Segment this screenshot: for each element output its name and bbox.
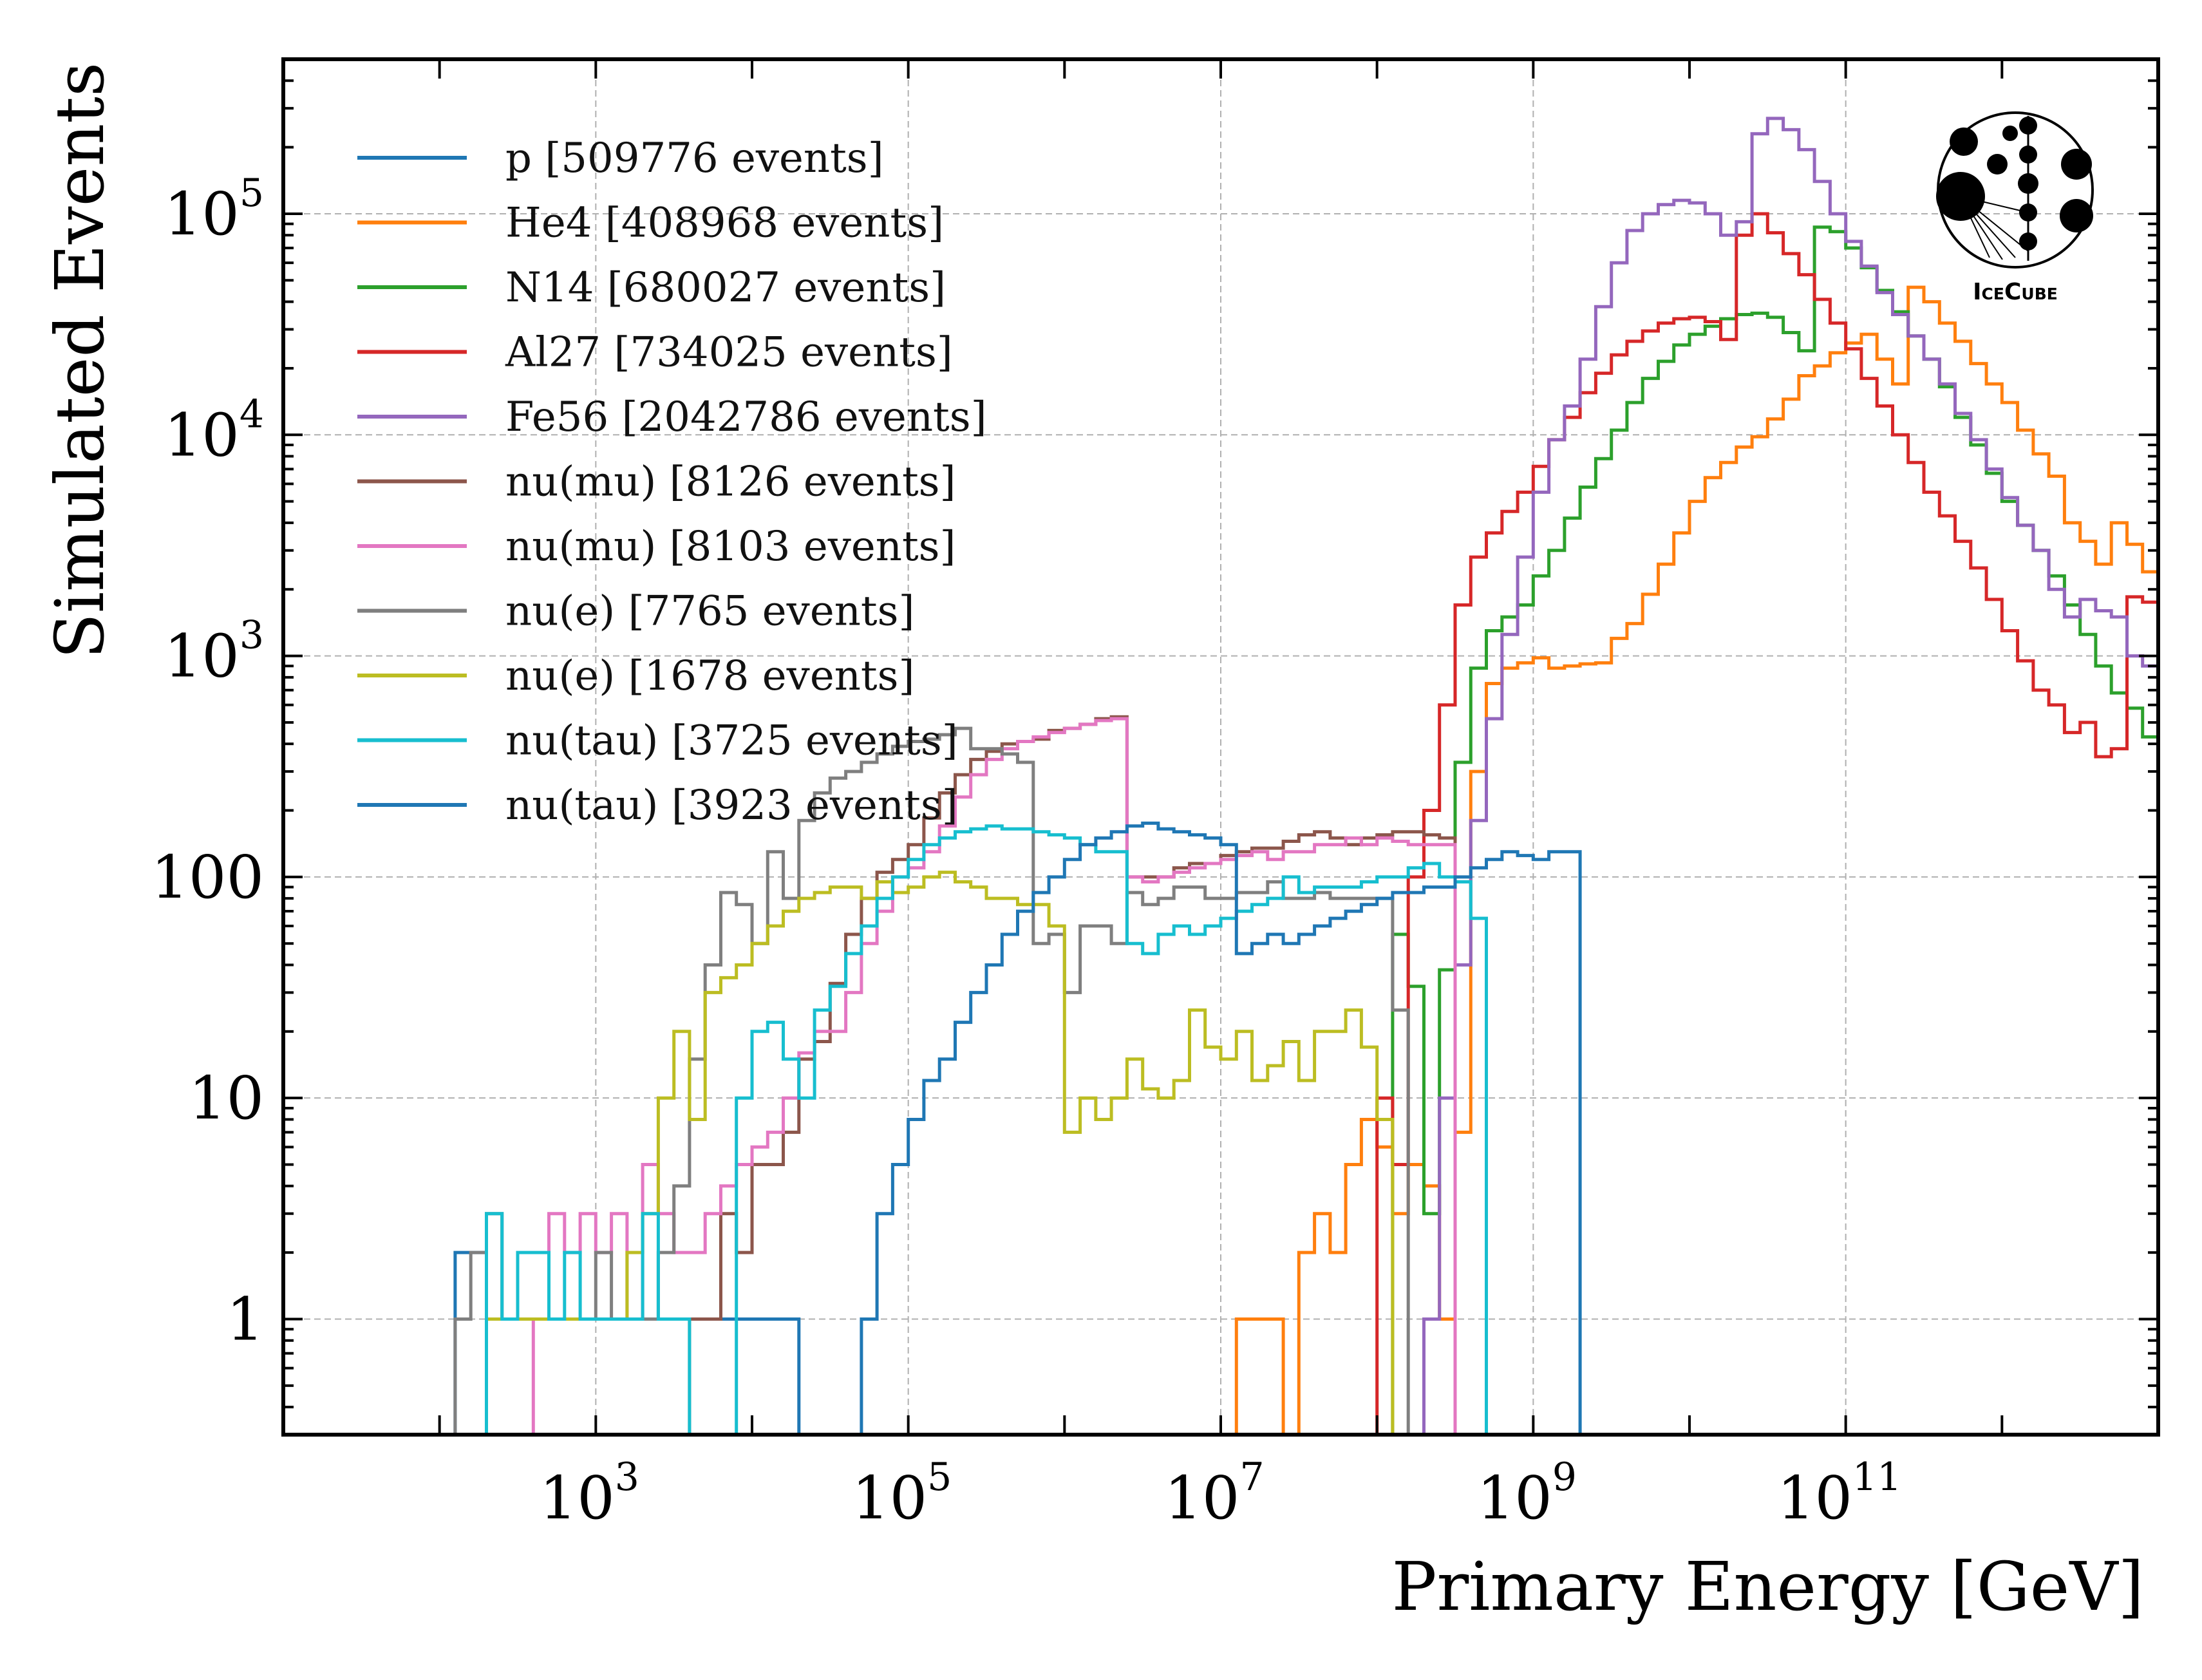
y-tick-label-1: 10 [189, 1064, 264, 1133]
grid-lines [283, 59, 2158, 1435]
x-tick-label-2: 107 [1164, 1455, 1264, 1533]
legend-entry-5: nu(mu) [8126 events] [505, 458, 955, 506]
y-tick-label-0: 1 [226, 1285, 264, 1354]
legend-entry-1: He4 [408968 events] [505, 200, 944, 247]
y-axis-label: Simulated Events [41, 62, 119, 659]
series-line-8 [485, 871, 1395, 1435]
y-tick-label-5: 105 [164, 171, 264, 249]
series-line-4 [1422, 117, 2158, 1435]
legend-entry-6: nu(mu) [8103 events] [505, 523, 955, 571]
y-tick-labels: 1 10 100 103 104 105 [151, 171, 264, 1354]
legend-entry-0: p [509776 events] [505, 135, 884, 182]
legend-entry-8: nu(e) [1678 events] [505, 652, 914, 700]
y-tick-label-4: 104 [164, 392, 264, 469]
icecube-logo: IceCube [1936, 111, 2094, 305]
legend-entry-4: Fe56 [2042786 events] [505, 393, 987, 441]
series-line-1 [1234, 285, 2158, 1435]
x-tick-label-3: 109 [1477, 1455, 1577, 1533]
y-tick-label-3: 103 [164, 613, 264, 691]
legend: p [509776 events] He4 [408968 events] N14 … [357, 135, 987, 829]
legend-entry-7: nu(e) [7765 events] [505, 588, 914, 636]
legend-entry-2: N14 [680027 events] [505, 264, 946, 312]
logo-text: IceCube [1973, 279, 2058, 305]
series-line-3 [1375, 212, 2158, 1435]
x-tick-label-1: 105 [852, 1455, 952, 1533]
series-layer [453, 117, 2158, 1435]
x-tick-labels: 103 105 107 109 1011 [540, 1455, 1902, 1533]
series-line-9 [485, 824, 1488, 1435]
series-line-10 [860, 821, 1582, 1435]
y-tick-label-2: 100 [151, 843, 264, 912]
legend-entry-3: Al27 [734025 events] [505, 329, 953, 377]
series-line-2 [1391, 225, 2158, 1435]
x-tick-label-0: 103 [540, 1455, 639, 1533]
series-line-0 [453, 1251, 801, 1435]
series-line-7 [453, 726, 1410, 1435]
legend-entry-9: nu(tau) [3725 events] [505, 717, 958, 765]
axis-ticks [282, 58, 2160, 1436]
legend-entry-10: nu(tau) [3923 events] [505, 782, 958, 829]
x-tick-label-4: 1011 [1777, 1455, 1901, 1533]
x-axis-label: Primary Energy [GeV] [1391, 1547, 2144, 1626]
